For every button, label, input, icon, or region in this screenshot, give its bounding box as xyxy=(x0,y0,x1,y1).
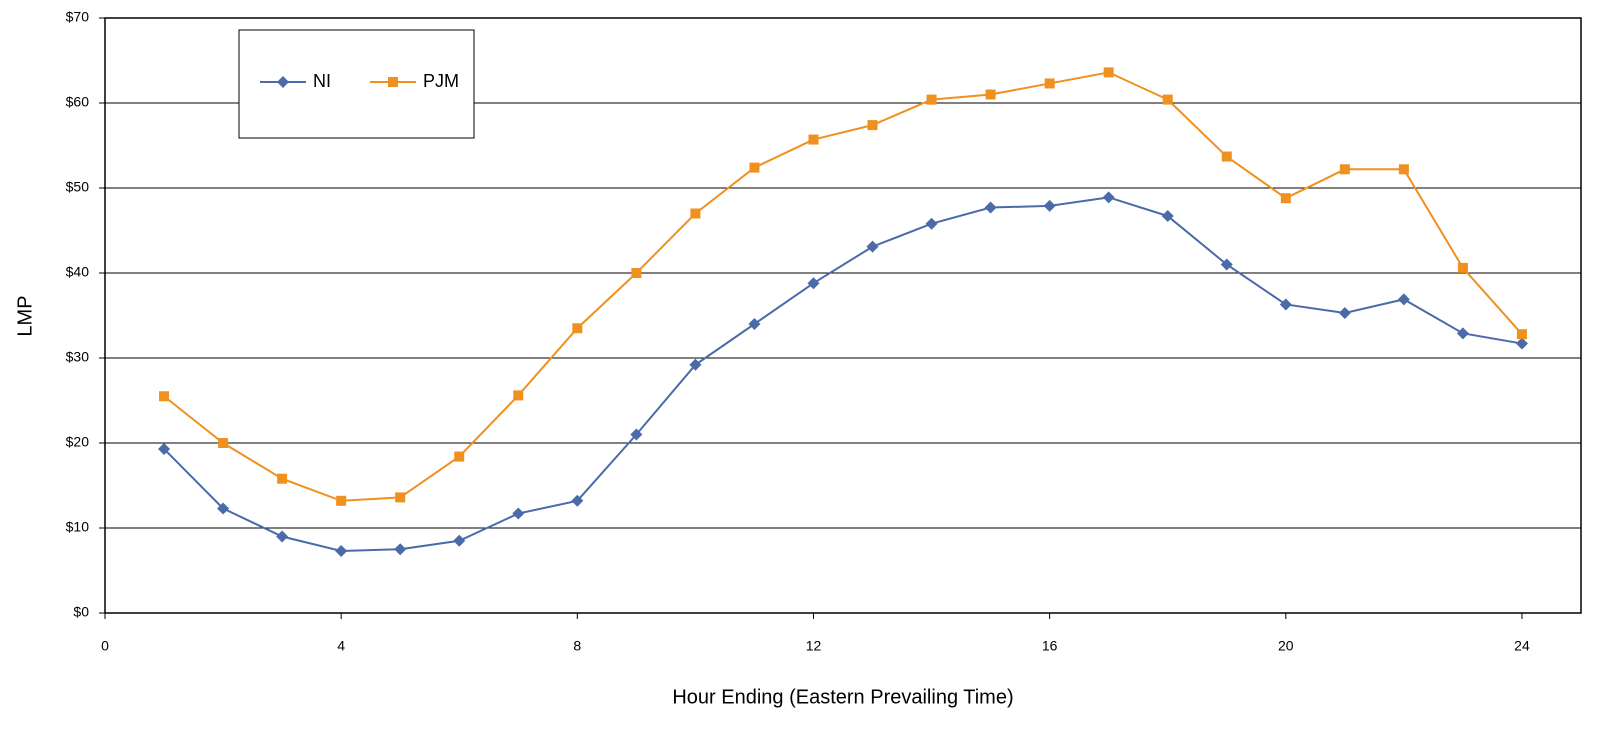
legend-label: PJM xyxy=(423,71,459,91)
y-tick-label: $60 xyxy=(66,94,90,110)
marker xyxy=(335,544,348,557)
series-line xyxy=(163,71,1523,502)
marker xyxy=(217,502,230,515)
marker xyxy=(1103,67,1114,78)
marker xyxy=(867,120,878,131)
marker xyxy=(512,507,525,520)
y-tick-label: $50 xyxy=(66,179,90,195)
y-tick-label: $70 xyxy=(66,9,90,25)
y-axis-title: LMP xyxy=(14,295,36,336)
marker xyxy=(277,76,289,88)
marker xyxy=(1161,210,1174,223)
y-tick-label: $10 xyxy=(66,519,90,535)
marker xyxy=(395,492,406,503)
marker xyxy=(748,318,761,330)
y-tick-label: $20 xyxy=(66,434,90,450)
marker xyxy=(572,323,583,334)
y-tick-label: $30 xyxy=(66,349,90,365)
y-tick-label: $40 xyxy=(66,264,90,280)
marker xyxy=(1397,293,1410,306)
marker xyxy=(807,277,820,290)
marker xyxy=(630,428,643,441)
x-tick-label: 16 xyxy=(1042,638,1058,654)
marker xyxy=(158,442,171,455)
marker xyxy=(984,201,997,214)
marker xyxy=(1162,94,1173,105)
marker xyxy=(336,495,347,506)
marker xyxy=(866,240,879,253)
marker xyxy=(394,543,407,556)
marker xyxy=(159,391,170,402)
marker xyxy=(1102,191,1115,204)
x-tick-label: 12 xyxy=(806,638,822,654)
marker xyxy=(1456,327,1469,340)
marker xyxy=(1398,164,1409,175)
marker xyxy=(454,451,465,462)
y-tick-label: $0 xyxy=(73,604,89,620)
marker xyxy=(513,390,524,401)
marker xyxy=(1221,151,1232,162)
marker xyxy=(689,358,702,371)
legend-label: NI xyxy=(313,71,331,91)
marker xyxy=(1044,78,1055,89)
plot-frame xyxy=(104,17,1582,614)
x-tick-label: 0 xyxy=(101,638,109,654)
marker xyxy=(631,268,642,278)
marker xyxy=(453,534,466,547)
marker xyxy=(1279,298,1292,311)
marker xyxy=(388,77,398,87)
marker xyxy=(1220,258,1233,271)
marker xyxy=(925,217,938,230)
marker xyxy=(1515,337,1528,350)
marker xyxy=(749,162,760,173)
marker xyxy=(276,530,289,543)
legend-frame xyxy=(238,29,475,139)
x-tick-label: 4 xyxy=(337,638,345,654)
x-axis-title: Hour Ending (Eastern Prevailing Time) xyxy=(672,686,1013,708)
marker xyxy=(277,473,288,484)
marker xyxy=(926,94,937,105)
marker xyxy=(985,89,996,100)
marker xyxy=(571,494,584,507)
marker xyxy=(808,134,819,145)
marker xyxy=(1339,164,1350,175)
marker xyxy=(218,438,229,448)
marker xyxy=(1280,193,1291,204)
x-tick-label: 20 xyxy=(1278,638,1294,654)
marker xyxy=(690,208,701,219)
marker xyxy=(1338,306,1351,319)
marker xyxy=(1516,329,1527,340)
x-tick-label: 24 xyxy=(1514,638,1530,654)
legend: NI PJM xyxy=(238,29,475,139)
x-tick-label: 8 xyxy=(573,638,581,654)
marker xyxy=(1457,262,1468,273)
series-line xyxy=(163,196,1523,552)
marker xyxy=(1043,199,1056,212)
